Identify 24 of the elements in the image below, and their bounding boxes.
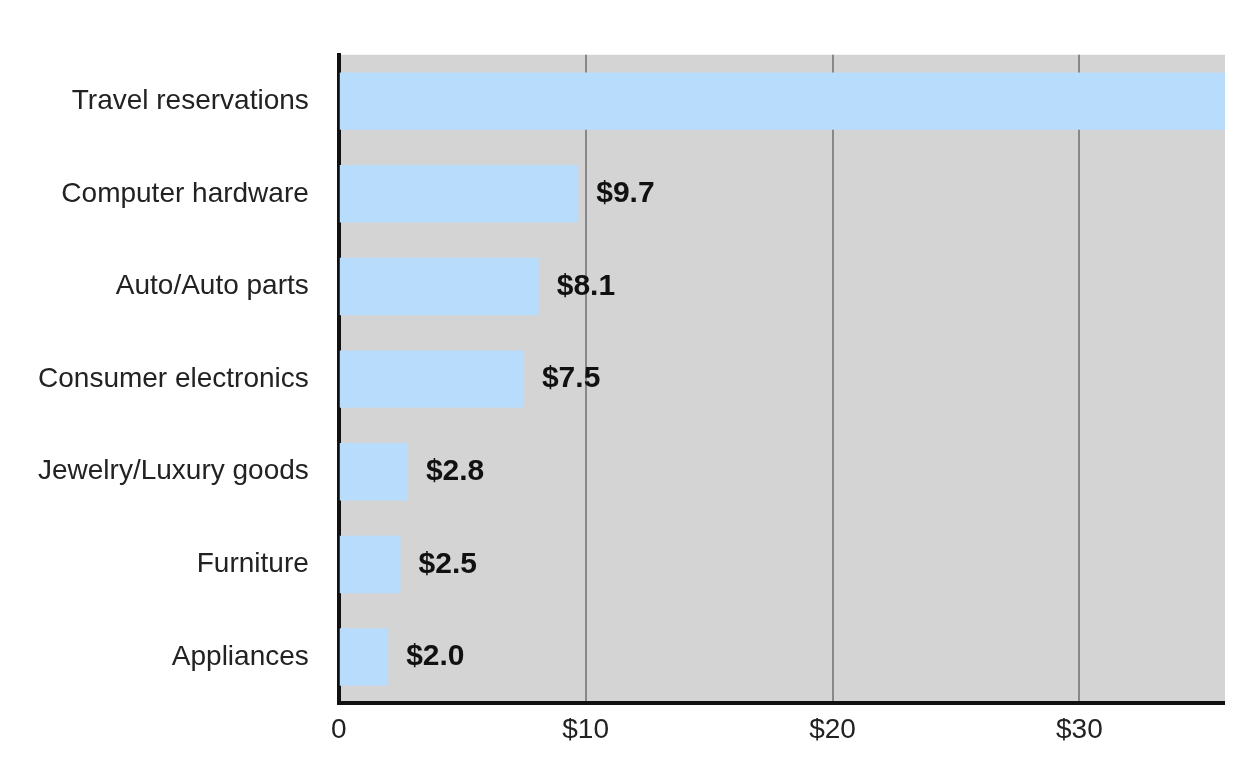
bar xyxy=(339,257,539,316)
data-label: $9.7 xyxy=(596,175,655,209)
x-tick-label: $10 xyxy=(562,712,610,744)
x-tick-label: $30 xyxy=(1056,712,1103,744)
bar xyxy=(339,72,1225,130)
data-label: $2.0 xyxy=(406,638,465,672)
x-tick-label: $20 xyxy=(809,712,856,744)
x-tick-label: 0 xyxy=(331,712,347,744)
bar xyxy=(339,165,579,223)
data-label: $7.5 xyxy=(541,360,601,394)
bar xyxy=(339,628,389,686)
y-tick-label: Travel reservations xyxy=(71,83,309,115)
y-tick-label: Auto/Auto parts xyxy=(115,269,309,301)
y-tick-label: Computer hardware xyxy=(61,176,309,208)
bar xyxy=(339,443,408,501)
y-tick-label: Jewelry/Luxury goods xyxy=(37,454,309,486)
data-label: $2.5 xyxy=(418,545,477,579)
bar xyxy=(339,350,524,408)
y-tick-label: Furniture xyxy=(196,547,309,579)
y-tick-label: Appliances xyxy=(171,639,309,671)
data-label: $8.1 xyxy=(556,267,616,301)
data-label: $2.8 xyxy=(425,453,485,487)
bar xyxy=(339,535,401,594)
y-tick-label: Consumer electronics xyxy=(38,361,309,393)
